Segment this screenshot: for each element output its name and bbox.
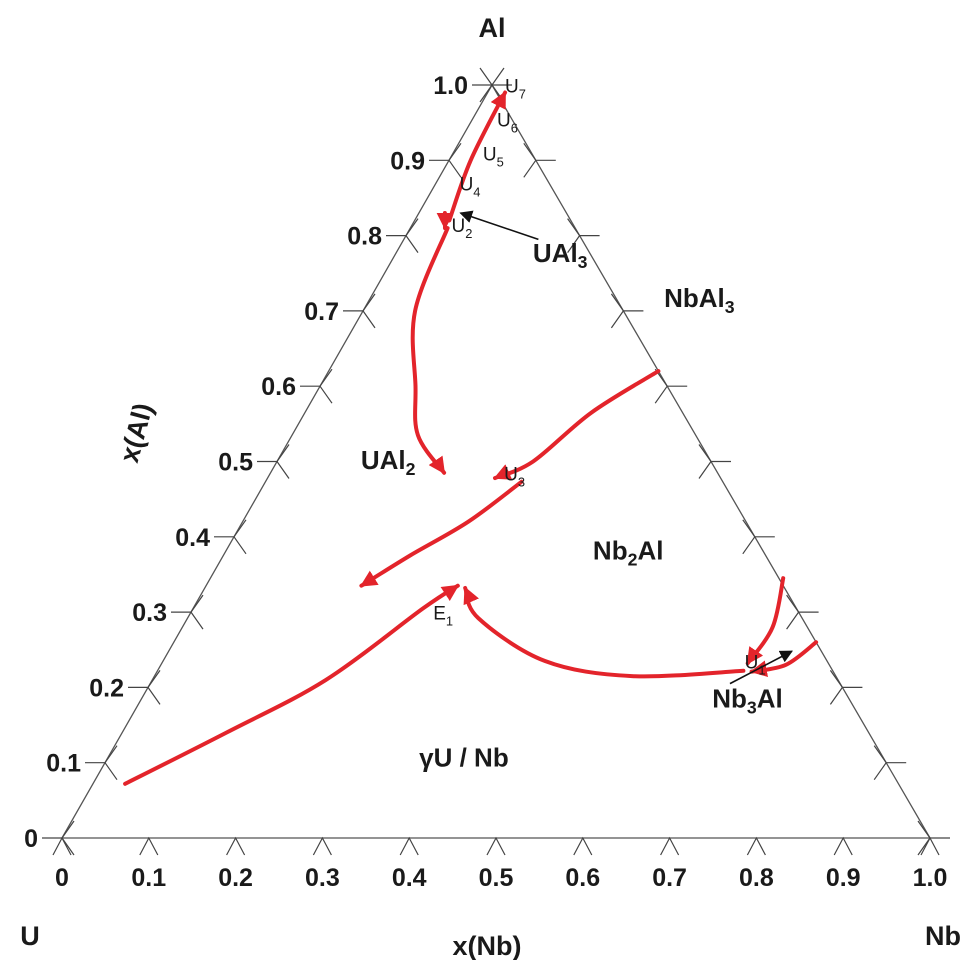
phase-boundary-curve [745,576,786,666]
right-tick [523,142,556,178]
vertex-label-left: U [20,921,40,951]
left-tick [85,745,118,781]
phase-boundary-curve [359,479,524,588]
left-tick [386,218,419,253]
region-label: NbAl3 [664,283,735,317]
left-tick-label: 0.6 [261,373,296,401]
triangle-outline [60,83,932,839]
invariant-point-label: U2 [452,216,473,241]
bottom-tick [312,836,332,856]
bottom-tick [573,836,593,856]
vertex-label-right: Nb [925,921,961,951]
left-tick-label: 0.1 [46,750,81,778]
left-tick [257,444,290,479]
left-tick [343,293,376,329]
right-tick [786,594,819,630]
invariant-point-label: U5 [483,144,504,169]
invariant-point-label: U7 [505,77,526,102]
region-label: UAl3 [533,238,588,272]
left-tick-label: 0.8 [347,223,382,251]
invariant-point-label: U1 [745,653,766,678]
region-label: Nb3Al [712,684,783,718]
right-tick [698,444,731,479]
phase-boundary-curve [447,90,508,223]
label-pointer-arrow [729,650,793,685]
left-tick-label: 1.0 [433,72,468,100]
left-tick [429,142,462,178]
left-tick [214,519,247,555]
bottom-tick [486,836,506,856]
invariant-point-label: E1 [433,604,453,629]
right-tick [567,218,600,253]
bottom-tick-label: 0.9 [826,864,861,892]
bottom-tick [833,836,853,856]
phase-boundary-curve [493,369,661,481]
axis-ticks [42,67,950,856]
left-tick-label: 0.7 [304,298,339,326]
phase-boundary-curves [123,90,819,786]
left-tick [171,594,204,630]
labels: Al U Nb x(Nb) x(Al) 00 0.1 0.1 0.2 0.2 0.3 0.3… [20,13,961,960]
label-pointer-arrow [459,210,539,241]
bottom-tick [746,836,766,856]
vertex-label-top: Al [479,13,506,43]
bottom-tick-label: 0.3 [305,864,340,892]
left-tick [300,368,333,404]
phase-boundary-curve [123,583,460,786]
bottom-tick-label: 0.4 [392,864,427,892]
bottom-tick-label: 0.5 [479,864,514,892]
phase-boundary-curve [410,226,450,475]
phase-boundary-curve [463,586,746,679]
left-tick-label: 0.5 [218,449,253,477]
left-tick-label: 0.3 [132,599,167,627]
phase-boundary-curve [749,640,819,677]
left-tick-label: 0.9 [390,147,425,175]
invariant-point-label: U4 [460,174,481,199]
left-tick [128,670,161,705]
triangle-frame [60,83,932,839]
right-tick [829,670,863,705]
region-label: γU / Nb [419,742,509,772]
bottom-tick-label: 0.1 [131,864,166,892]
bottom-tick [226,836,246,856]
left-tick-label: 0.4 [175,524,210,552]
label-pointers [459,210,793,685]
right-tick [610,293,644,329]
right-tick [479,67,512,103]
invariant-point-label: U3 [504,464,525,489]
bottom-tick-label: 0.7 [652,864,687,892]
bottom-tick-label: 1.0 [913,864,948,892]
region-label: Nb2Al [593,535,664,569]
x-axis-label: x(Nb) [453,931,522,960]
right-tick [742,519,775,555]
invariant-point-label: U6 [497,110,518,135]
y-axis-label: x(Al) [114,400,159,466]
left-tick-label: 0.2 [89,674,124,702]
bottom-tick [399,836,419,856]
bottom-tick-label: 0 [55,864,69,892]
bottom-tick-label: 0.2 [218,864,253,892]
bottom-tick-label: 0.8 [739,864,774,892]
left-tick-label: 0 [24,825,38,853]
left-tick [42,820,75,856]
bottom-tick [920,836,940,856]
right-tick [873,745,907,781]
bottom-tick [660,836,680,856]
right-tick [654,368,688,404]
bottom-tick [139,836,159,856]
region-label: UAl2 [361,445,416,479]
bottom-tick-label: 0.6 [565,864,600,892]
